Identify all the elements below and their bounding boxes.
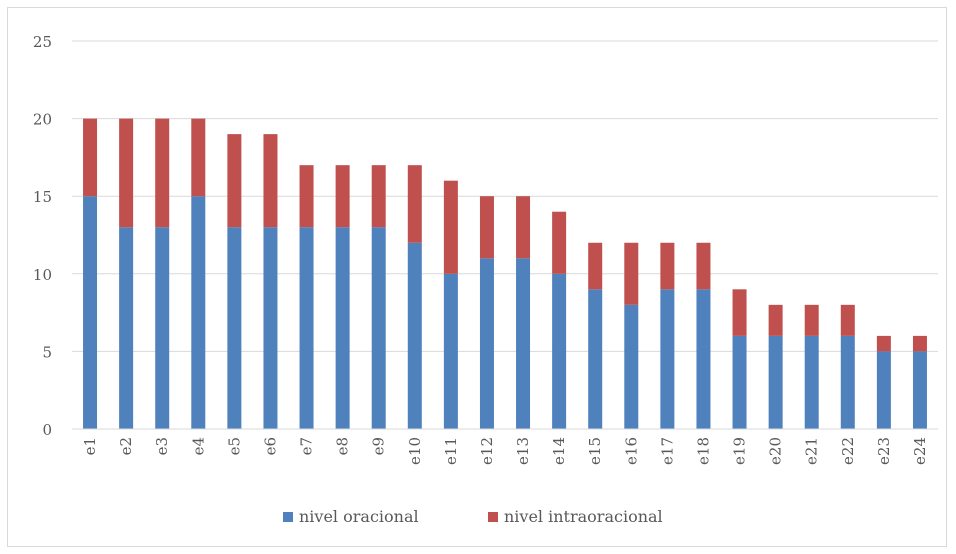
bar-segment-e5-intraoracional bbox=[227, 134, 242, 228]
gridlines bbox=[72, 40, 938, 352]
x-tick-label: e18 bbox=[694, 437, 712, 465]
bar-segment-e17-oracional bbox=[660, 289, 675, 429]
bar-segment-e12-oracional bbox=[479, 258, 494, 429]
bar-segment-e13-intraoracional bbox=[516, 196, 531, 259]
x-tick-label: e1 bbox=[81, 437, 99, 455]
bar-segment-e1-oracional bbox=[83, 196, 98, 429]
bar-segment-e9-oracional bbox=[371, 227, 386, 429]
x-tick-label: e23 bbox=[875, 437, 893, 465]
x-tick-label: e8 bbox=[334, 437, 352, 455]
bar-segment-e24-intraoracional bbox=[912, 335, 927, 352]
bar-segment-e20-oracional bbox=[768, 335, 783, 429]
bar-segment-e15-oracional bbox=[588, 289, 603, 429]
y-tick-label: 5 bbox=[42, 343, 52, 361]
x-tick-label: e4 bbox=[189, 437, 207, 455]
x-tick-label: e14 bbox=[550, 437, 568, 465]
bar-segment-e3-intraoracional bbox=[155, 118, 170, 228]
bar-segment-e12-intraoracional bbox=[479, 196, 494, 259]
bar-segment-e16-intraoracional bbox=[624, 242, 639, 305]
x-tick-label: e21 bbox=[803, 437, 821, 465]
x-tick-label: e11 bbox=[442, 437, 460, 465]
bar-segment-e19-oracional bbox=[732, 335, 747, 429]
legend-swatch-nivel-intraoracional bbox=[488, 512, 498, 522]
x-tick-label: e17 bbox=[658, 437, 676, 465]
y-tick-label: 10 bbox=[33, 266, 52, 284]
bar-segment-e16-oracional bbox=[624, 304, 639, 429]
bar-segment-e23-intraoracional bbox=[876, 335, 891, 352]
x-tick-label: e13 bbox=[514, 437, 532, 465]
bar-segment-e15-intraoracional bbox=[588, 242, 603, 290]
bar-segment-e22-oracional bbox=[840, 335, 855, 429]
bar-segment-e8-intraoracional bbox=[335, 165, 350, 228]
bar-segment-e6-intraoracional bbox=[263, 134, 278, 228]
x-tick-label: e22 bbox=[839, 437, 857, 465]
bar-segment-e3-oracional bbox=[155, 227, 170, 429]
bars bbox=[83, 118, 927, 429]
bar-segment-e9-intraoracional bbox=[371, 165, 386, 228]
x-tick-label: e6 bbox=[261, 437, 279, 455]
bar-segment-e7-oracional bbox=[299, 227, 314, 429]
bar-segment-e8-oracional bbox=[335, 227, 350, 429]
x-tick-label: e24 bbox=[911, 437, 929, 465]
bar-segment-e10-intraoracional bbox=[407, 165, 422, 243]
legend: nivel oracional nivel intraoracional bbox=[283, 507, 663, 526]
y-tick-label: 0 bbox=[42, 421, 52, 439]
bar-segment-e4-intraoracional bbox=[191, 118, 206, 197]
bar-segment-e17-intraoracional bbox=[660, 242, 675, 290]
bar-segment-e18-oracional bbox=[696, 289, 711, 429]
legend-swatch-nivel-oracional bbox=[283, 512, 293, 522]
bar-segment-e19-intraoracional bbox=[732, 289, 747, 336]
x-axis-ticks: e1 e2 e3 e4 e5 e6 e7 e8 e9 e10 e11 e12 e13 e14 e15 e16 e… bbox=[81, 437, 929, 465]
bar-segment-e1-intraoracional bbox=[83, 118, 98, 197]
x-tick-label: e5 bbox=[225, 437, 243, 455]
x-tick-label: e19 bbox=[731, 437, 749, 465]
x-tick-label: e9 bbox=[370, 437, 388, 455]
x-tick-label: e2 bbox=[117, 437, 135, 455]
bar-segment-e2-intraoracional bbox=[119, 118, 134, 228]
bar-segment-e11-intraoracional bbox=[443, 180, 458, 274]
bar-segment-e4-oracional bbox=[191, 196, 206, 429]
bar-segment-e10-oracional bbox=[407, 242, 422, 429]
bar-segment-e14-intraoracional bbox=[552, 211, 567, 274]
y-tick-label: 15 bbox=[33, 188, 52, 206]
bar-segment-e21-oracional bbox=[804, 335, 819, 429]
bar-segment-e23-oracional bbox=[876, 351, 891, 429]
y-axis-ticks: 0 5 10 15 20 25 bbox=[33, 33, 52, 439]
bar-segment-e11-oracional bbox=[443, 273, 458, 429]
bar-segment-e24-oracional bbox=[912, 351, 927, 429]
x-tick-label: e15 bbox=[586, 437, 604, 465]
bar-segment-e2-oracional bbox=[119, 227, 134, 429]
bar-segment-e7-intraoracional bbox=[299, 165, 314, 228]
x-tick-label: e3 bbox=[153, 437, 171, 455]
x-tick-label: e16 bbox=[622, 437, 640, 465]
x-tick-label: e10 bbox=[406, 437, 424, 465]
x-tick-label: e20 bbox=[767, 437, 785, 465]
bar-segment-e13-oracional bbox=[516, 258, 531, 429]
bar-segment-e22-intraoracional bbox=[840, 304, 855, 336]
x-tick-label: e7 bbox=[298, 437, 316, 455]
bar-segment-e6-oracional bbox=[263, 227, 278, 429]
bar-segment-e18-intraoracional bbox=[696, 242, 711, 290]
bar-segment-e20-intraoracional bbox=[768, 304, 783, 336]
bar-segment-e21-intraoracional bbox=[804, 304, 819, 336]
bar-segment-e5-oracional bbox=[227, 227, 242, 429]
legend-label-nivel-intraoracional: nivel intraoracional bbox=[504, 507, 663, 526]
y-tick-label: 25 bbox=[33, 33, 52, 51]
x-tick-label: e12 bbox=[478, 437, 496, 465]
bar-segment-e14-oracional bbox=[552, 273, 567, 429]
y-tick-label: 20 bbox=[33, 111, 52, 129]
legend-label-nivel-oracional: nivel oracional bbox=[299, 507, 419, 526]
